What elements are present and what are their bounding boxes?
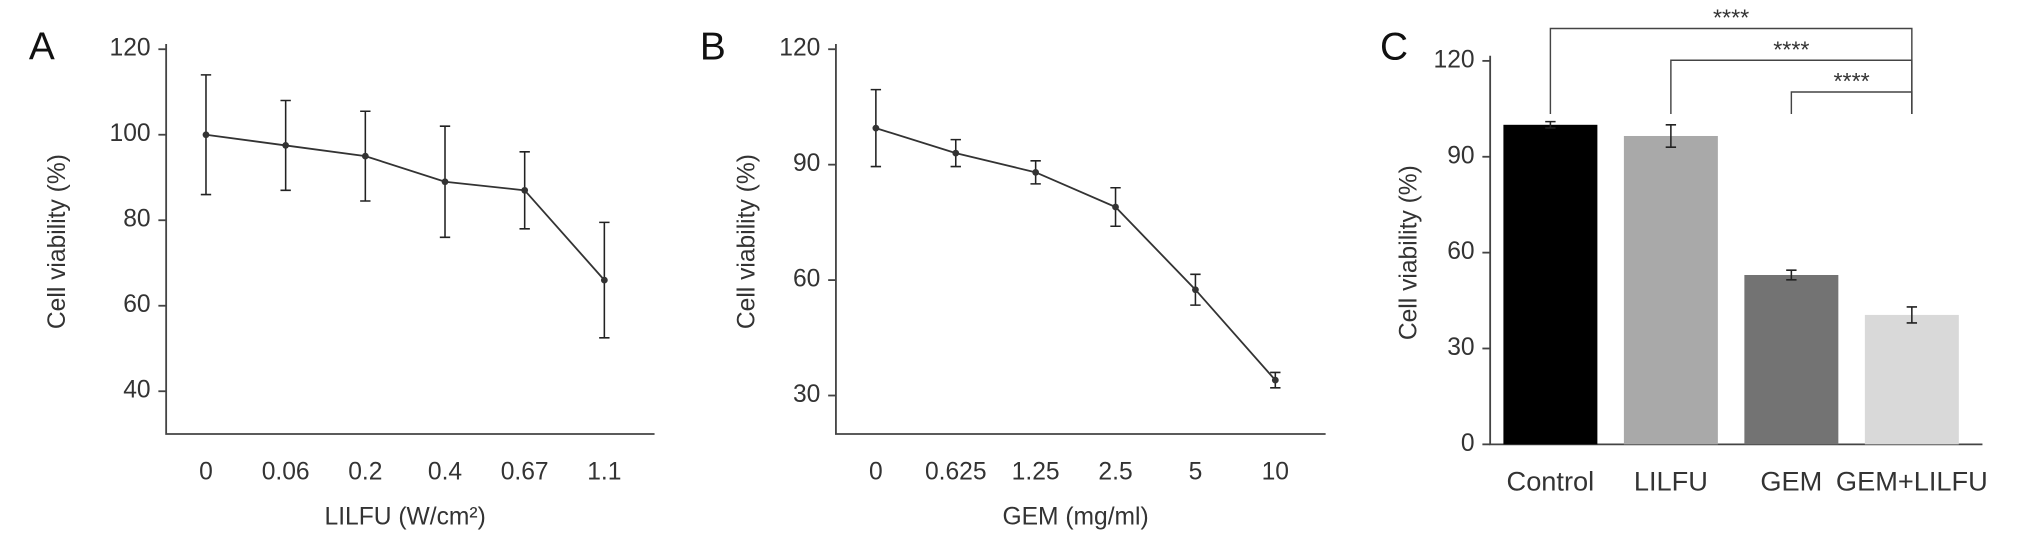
data-point xyxy=(1112,203,1119,211)
y-axis-label: Cell viability (%) xyxy=(44,154,71,329)
data-point xyxy=(202,131,210,139)
panel-label: C xyxy=(1380,25,1408,68)
y-tick-label: 90 xyxy=(793,150,820,177)
y-axis-label: Cell viability (%) xyxy=(1395,165,1422,340)
x-axis-label: GEM (mg/ml) xyxy=(1002,504,1148,531)
error-bar xyxy=(1786,269,1797,281)
data-line xyxy=(875,127,1276,381)
y-tick-label: 40 xyxy=(123,377,150,404)
data-point xyxy=(1192,286,1199,294)
axis-line xyxy=(835,44,1326,435)
y-tick-label: 60 xyxy=(1447,238,1474,265)
y-tick-label: 120 xyxy=(1434,46,1475,73)
y-tick-label: 60 xyxy=(793,266,820,293)
x-tick-label: GEM xyxy=(1760,465,1822,496)
x-tick-label: GEM+LILFU xyxy=(1836,465,1988,496)
x-tick-label: 10 xyxy=(1262,458,1289,485)
data-point xyxy=(600,276,608,284)
error-bar xyxy=(1665,124,1677,148)
x-tick-label: 1.25 xyxy=(1012,458,1060,485)
bar xyxy=(1623,135,1718,445)
y-tick-label: 30 xyxy=(1447,334,1474,361)
y-tick-label: 30 xyxy=(793,381,820,408)
x-tick-label: Control xyxy=(1507,465,1595,496)
axis-line xyxy=(165,44,655,435)
error-bar xyxy=(1906,306,1918,324)
data-point xyxy=(282,142,290,149)
error-bar xyxy=(1545,120,1556,129)
data-point xyxy=(1032,168,1040,176)
significance-label: **** xyxy=(1773,36,1809,62)
bar xyxy=(1744,274,1839,445)
significance-bracket xyxy=(1670,59,1913,115)
bar xyxy=(1503,124,1598,445)
data-point xyxy=(361,152,369,160)
y-tick-label: 120 xyxy=(779,35,820,62)
x-tick-label: LILFU xyxy=(1634,465,1708,496)
y-tick-label: 60 xyxy=(123,291,150,318)
x-axis-label: LILFU (W/cm²) xyxy=(325,504,486,531)
x-tick-label: 0.06 xyxy=(262,458,310,485)
x-tick-label: 0.67 xyxy=(501,458,549,485)
y-tick-label: 120 xyxy=(110,35,151,62)
data-point xyxy=(441,178,449,186)
significance-label: **** xyxy=(1833,68,1869,94)
data-point xyxy=(521,186,529,194)
x-tick-label: 0 xyxy=(199,458,213,485)
panel-label: B xyxy=(700,25,726,68)
y-tick-label: 80 xyxy=(123,206,150,233)
panel-label: A xyxy=(29,25,55,68)
significance-bracket xyxy=(1790,91,1913,115)
x-tick-label: 0.625 xyxy=(925,458,987,485)
data-point xyxy=(872,124,880,132)
y-axis-label: Cell viability (%) xyxy=(733,154,760,329)
x-tick-label: 5 xyxy=(1189,458,1203,485)
bar xyxy=(1864,314,1959,445)
y-tick-label: 100 xyxy=(110,120,151,147)
x-tick-label: 0.4 xyxy=(428,458,462,485)
data-line xyxy=(205,133,606,281)
y-tick-label: 90 xyxy=(1447,142,1474,169)
data-point xyxy=(1271,376,1279,384)
x-tick-label: 0 xyxy=(869,458,883,485)
data-point xyxy=(952,149,960,157)
x-tick-label: 2.5 xyxy=(1098,458,1132,485)
significance-label: **** xyxy=(1713,5,1749,31)
x-tick-label: 0.2 xyxy=(348,458,382,485)
y-tick-label: 0 xyxy=(1461,430,1475,457)
x-tick-label: 1.1 xyxy=(587,458,621,485)
